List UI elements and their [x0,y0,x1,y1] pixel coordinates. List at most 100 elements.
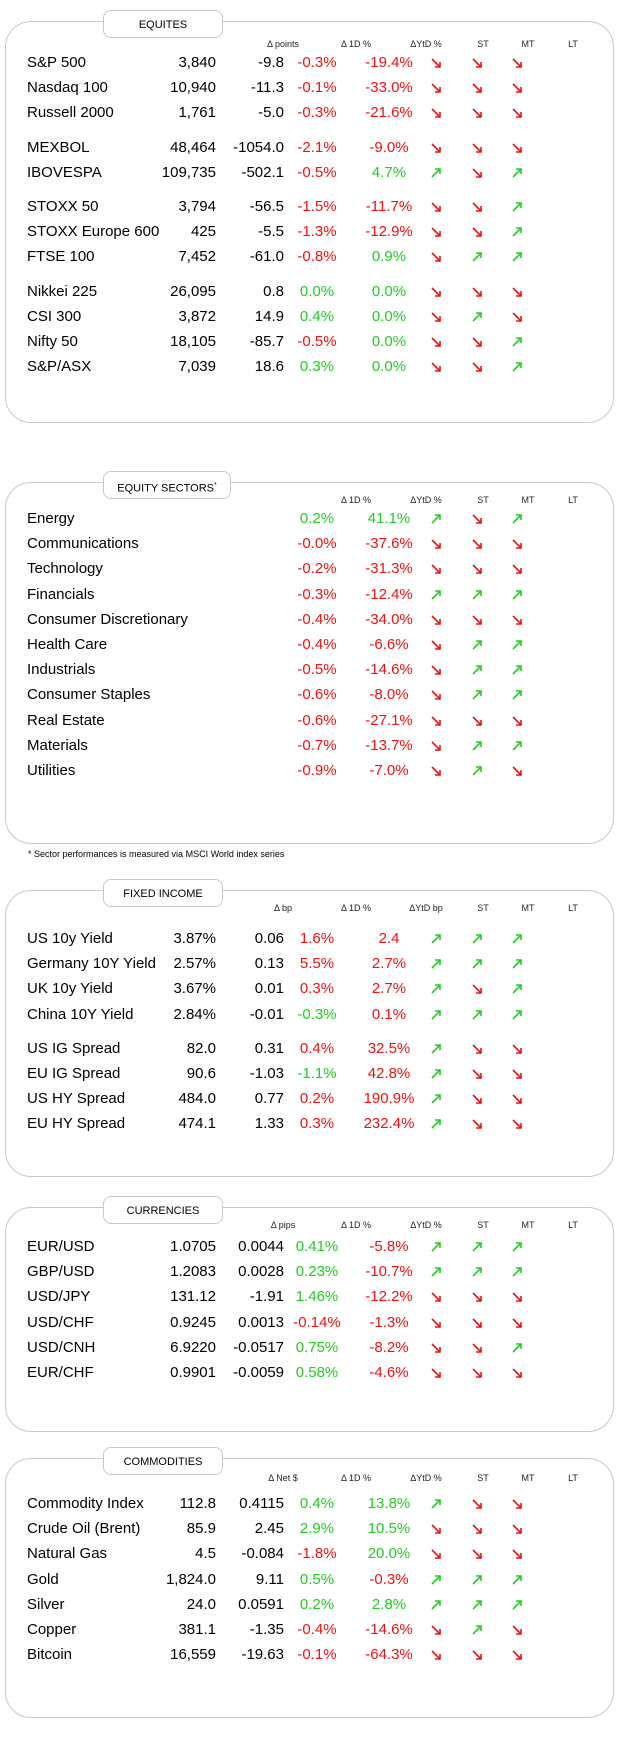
arrow-up-icon [430,1266,442,1278]
row-1d: -0.4% [297,636,337,653]
row-1d: 0.3% [299,358,335,376]
row-1d: -0.5% [297,333,337,350]
row-ytd: -4.6% [369,1364,409,1381]
arrow-down-icon [471,1498,483,1510]
row-ytd: 232.4% [363,1115,415,1133]
row-ytd: -6.6% [369,636,409,653]
row-1d: 0.3% [299,1115,335,1133]
row-1d: 2.9% [299,1520,335,1538]
row-value: 3.67% [173,980,216,998]
row-name: Silver [27,1595,65,1613]
arrow-down-icon [471,167,483,179]
row-value: 3.87% [173,930,216,947]
row-value: 1,824.0 [165,1570,216,1588]
row-change: 0.0044 [238,1238,284,1255]
row-value: 0.9901 [170,1364,216,1381]
header-ytd: ΔYtD % [410,1473,442,1483]
row-change: 9.11 [255,1570,284,1588]
sectors-title-text: EQUITY SECTORS [117,482,215,495]
row-ytd: 41.1% [367,510,411,527]
arrow-down-icon [430,1548,442,1560]
arrow-up-icon [511,664,523,676]
row-ytd: 0.0% [371,307,407,325]
row-change: 0.06 [254,930,284,947]
row-1d: 0.41% [295,1238,339,1255]
table-row: Utilities -0.9% -7.0% [6,762,613,782]
arrow-down-icon [511,1093,523,1105]
row-value: 3,840 [178,54,216,71]
row-ytd: -31.3% [365,560,413,578]
header-1d: Δ 1D % [340,39,372,49]
row-value: 2.84% [173,1005,216,1023]
row-name: GBP/USD [27,1263,95,1281]
row-change: 0.77 [254,1090,284,1108]
arrow-down-icon [511,1043,523,1055]
row-name: USD/JPY [27,1288,91,1306]
row-change: 1.33 [254,1115,284,1133]
row-ytd: 20.0% [367,1545,411,1563]
arrow-down-icon [471,286,483,298]
table-row: USD/CHF 0.9245 0.0013 -0.14% -1.3% [6,1314,613,1334]
row-name: Commodity Index [27,1495,144,1512]
header-st: ST [477,1473,489,1483]
arrow-up-icon [511,1009,523,1021]
arrow-down-icon [511,1523,523,1535]
row-ytd: -8.2% [369,1338,409,1356]
row-ytd: -12.2% [365,1288,413,1306]
row-ytd: -27.1% [365,711,413,729]
row-value: 381.1 [178,1621,216,1638]
arrow-up-icon [430,589,442,601]
arrow-up-icon [471,251,483,263]
row-value: 90.6 [186,1065,216,1082]
row-name: S&P 500 [27,54,86,71]
row-name: MEXBOL [27,138,90,156]
row-ytd: -9.0% [369,138,409,156]
row-1d: 0.5% [299,1570,335,1588]
row-ytd: -7.0% [369,762,409,779]
currencies-title: CURRENCIES [103,1196,223,1224]
arrow-up-icon [471,1574,483,1586]
row-change: -0.084 [241,1545,284,1563]
row-change: -5.5 [258,223,284,241]
row-change: -0.01 [249,1005,284,1023]
arrow-up-icon [471,958,483,970]
header-lt: LT [568,1473,578,1483]
header-1d: Δ 1D % [340,1220,372,1230]
table-row: Materials -0.7% -13.7% [6,737,613,757]
row-value: 112.8 [179,1495,216,1512]
arrow-down-icon [471,513,483,525]
row-value: 131.12 [170,1288,216,1306]
arrow-up-icon [430,1043,442,1055]
arrow-down-icon [430,57,442,69]
arrow-down-icon [511,1548,523,1560]
arrow-down-icon [430,765,442,777]
arrow-up-icon [430,1599,442,1611]
row-ytd: 10.5% [367,1520,411,1538]
arrow-down-icon [471,107,483,119]
header-mt: MT [521,1473,535,1483]
row-name: Communications [27,535,139,553]
row-value: 474.1 [178,1115,216,1133]
arrow-up-icon [511,589,523,601]
row-change: -0.0059 [233,1364,284,1381]
row-1d: 1.6% [299,930,335,947]
row-ytd: 2.7% [371,980,407,998]
arrow-down-icon [471,1068,483,1080]
row-name: Natural Gas [27,1545,108,1563]
row-name: China 10Y Yield [27,1005,134,1023]
row-name: Russell 2000 [27,104,114,122]
row-1d: -0.8% [297,248,337,266]
arrow-down-icon [471,1342,483,1354]
row-ytd: -14.6% [365,661,413,679]
row-change: 18.6 [254,358,284,376]
row-value: 0.9245 [170,1313,216,1331]
row-change: 14.9 [254,307,284,325]
arrow-down-icon [471,983,483,995]
arrow-up-icon [511,1266,523,1278]
row-name: FTSE 100 [27,248,95,266]
arrow-up-icon [511,251,523,263]
row-value: 109,735 [161,163,216,181]
arrow-down-icon [471,226,483,238]
table-row: S&P 500 3,840 -9.8 -0.3% -19.4% [6,54,613,74]
row-1d: -2.1% [297,138,337,156]
